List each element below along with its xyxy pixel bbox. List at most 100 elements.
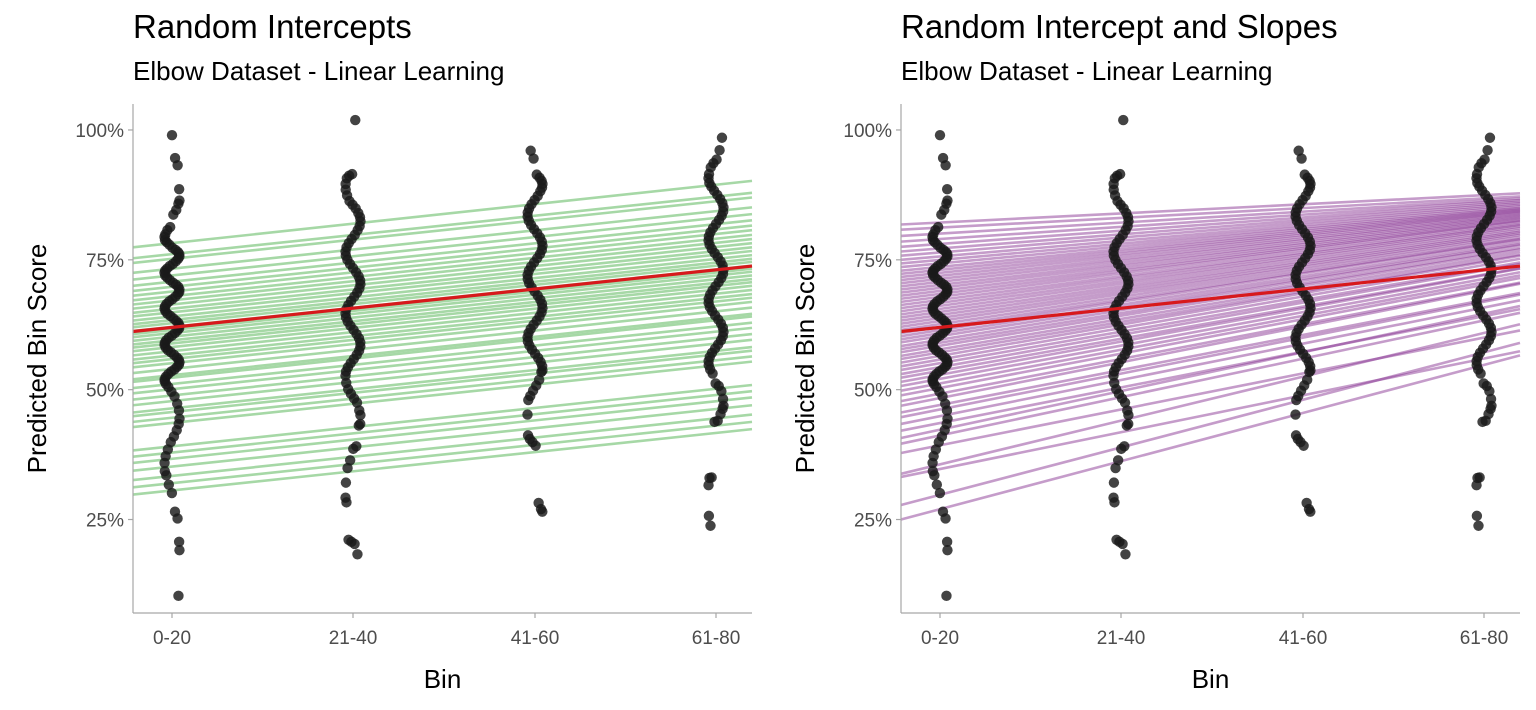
fixed-effect-line: [900, 264, 1521, 334]
y-tick-label: 50%: [86, 381, 124, 402]
group-line: [132, 349, 753, 418]
data-point: [536, 366, 547, 378]
group-line: [132, 253, 753, 322]
group-line: [900, 220, 1521, 304]
group-line: [900, 304, 1521, 440]
data-point: [537, 506, 548, 517]
group-line: [900, 213, 1521, 285]
group-line: [900, 293, 1521, 419]
group-line: [132, 237, 753, 306]
data-point: [1473, 520, 1484, 531]
group-line: [900, 218, 1521, 297]
data-point: [1477, 416, 1488, 428]
data-point: [709, 416, 720, 428]
data-point: [934, 487, 946, 499]
data-point: [1484, 132, 1496, 143]
group-line: [900, 243, 1521, 348]
data-point: [174, 544, 185, 556]
group-line: [900, 210, 1521, 279]
group-line: [132, 292, 753, 361]
data-point: [1109, 497, 1120, 508]
group-lines: [132, 179, 753, 496]
y-tick-label: 100%: [75, 121, 124, 142]
data-point: [168, 209, 179, 220]
data-point: [349, 538, 360, 550]
data-point: [716, 386, 727, 397]
data-point: [173, 536, 185, 548]
group-line: [900, 248, 1521, 354]
group-line: [132, 260, 753, 329]
group-line: [900, 197, 1521, 238]
group-line: [132, 241, 753, 310]
data-point: [1108, 477, 1120, 488]
data-point: [342, 462, 353, 474]
data-point: [523, 394, 534, 406]
data-point: [941, 590, 952, 602]
group-line: [132, 389, 753, 458]
group-line: [900, 311, 1521, 445]
group-line: [132, 249, 753, 318]
y-axis-title: Predicted Bin Score: [790, 244, 820, 474]
data-point: [161, 470, 172, 481]
data-point: [703, 480, 714, 491]
group-line: [132, 246, 753, 315]
group-line: [900, 266, 1521, 379]
data-point: [714, 145, 725, 156]
group-line: [900, 214, 1521, 288]
group-line: [900, 349, 1521, 479]
y-axis-title: Predicted Bin Score: [22, 244, 52, 474]
data-point: [1304, 366, 1315, 378]
group-line: [900, 299, 1521, 426]
data-point: [942, 544, 953, 556]
group-line: [132, 296, 753, 365]
group-line: [900, 276, 1521, 397]
group-line: [900, 226, 1521, 316]
x-axis-title: Bin: [424, 664, 462, 694]
x-tick-label: 0-20: [921, 628, 959, 649]
data-point: [707, 368, 718, 379]
data-point: [352, 549, 363, 560]
data-point: [166, 129, 178, 141]
data-point: [1110, 462, 1121, 474]
group-line: [900, 262, 1521, 376]
y-tick-label: 75%: [86, 251, 124, 272]
group-line: [132, 288, 753, 357]
data-point: [1119, 397, 1131, 408]
data-point: [159, 457, 170, 469]
data-point: [941, 536, 953, 548]
data-point: [1484, 386, 1495, 397]
group-line: [900, 240, 1521, 341]
data-point: [355, 409, 366, 421]
data-point: [1116, 443, 1127, 455]
group-line: [900, 201, 1521, 253]
group-line: [132, 403, 753, 472]
chart-panel-random-intercept-slopes: Random Intercept and Slopes Elbow Datase…: [768, 0, 1536, 710]
fixed-effect-line: [132, 264, 753, 334]
data-point: [934, 129, 946, 141]
group-line: [132, 277, 753, 346]
group-line: [900, 307, 1521, 432]
group-line: [900, 254, 1521, 364]
data-point: [1117, 538, 1128, 550]
group-line: [900, 282, 1521, 408]
data-point: [1120, 549, 1131, 560]
chart-title: Random Intercepts: [133, 8, 412, 45]
data-point: [1471, 480, 1482, 491]
data-point: [173, 590, 184, 602]
x-tick-label: 21-40: [329, 628, 378, 649]
data-point: [351, 397, 363, 408]
data-point: [1290, 409, 1301, 420]
data-point: [929, 470, 940, 481]
data-point: [941, 183, 953, 195]
data-point: [940, 160, 951, 171]
data-point: [530, 440, 541, 451]
data-point: [940, 513, 951, 524]
group-line: [132, 206, 753, 275]
data-point: [703, 510, 715, 522]
group-line: [900, 223, 1521, 310]
data-point: [522, 409, 533, 420]
chart-title: Random Intercept and Slopes: [901, 8, 1338, 45]
group-line: [900, 329, 1521, 455]
group-line: [132, 280, 753, 349]
group-line: [132, 306, 753, 375]
